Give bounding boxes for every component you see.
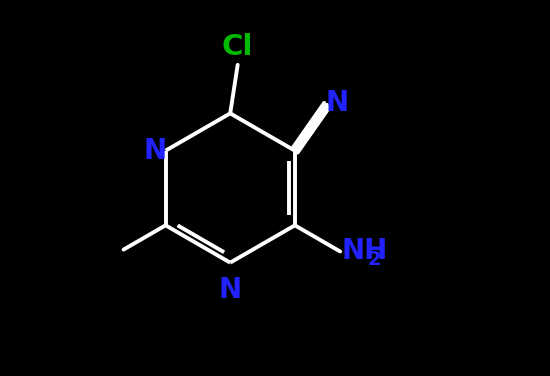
Text: N: N	[219, 276, 242, 304]
Text: N: N	[326, 89, 349, 117]
Text: Cl: Cl	[222, 33, 254, 61]
Text: NH: NH	[342, 238, 388, 265]
Text: 2: 2	[367, 250, 381, 269]
Text: N: N	[144, 137, 167, 165]
